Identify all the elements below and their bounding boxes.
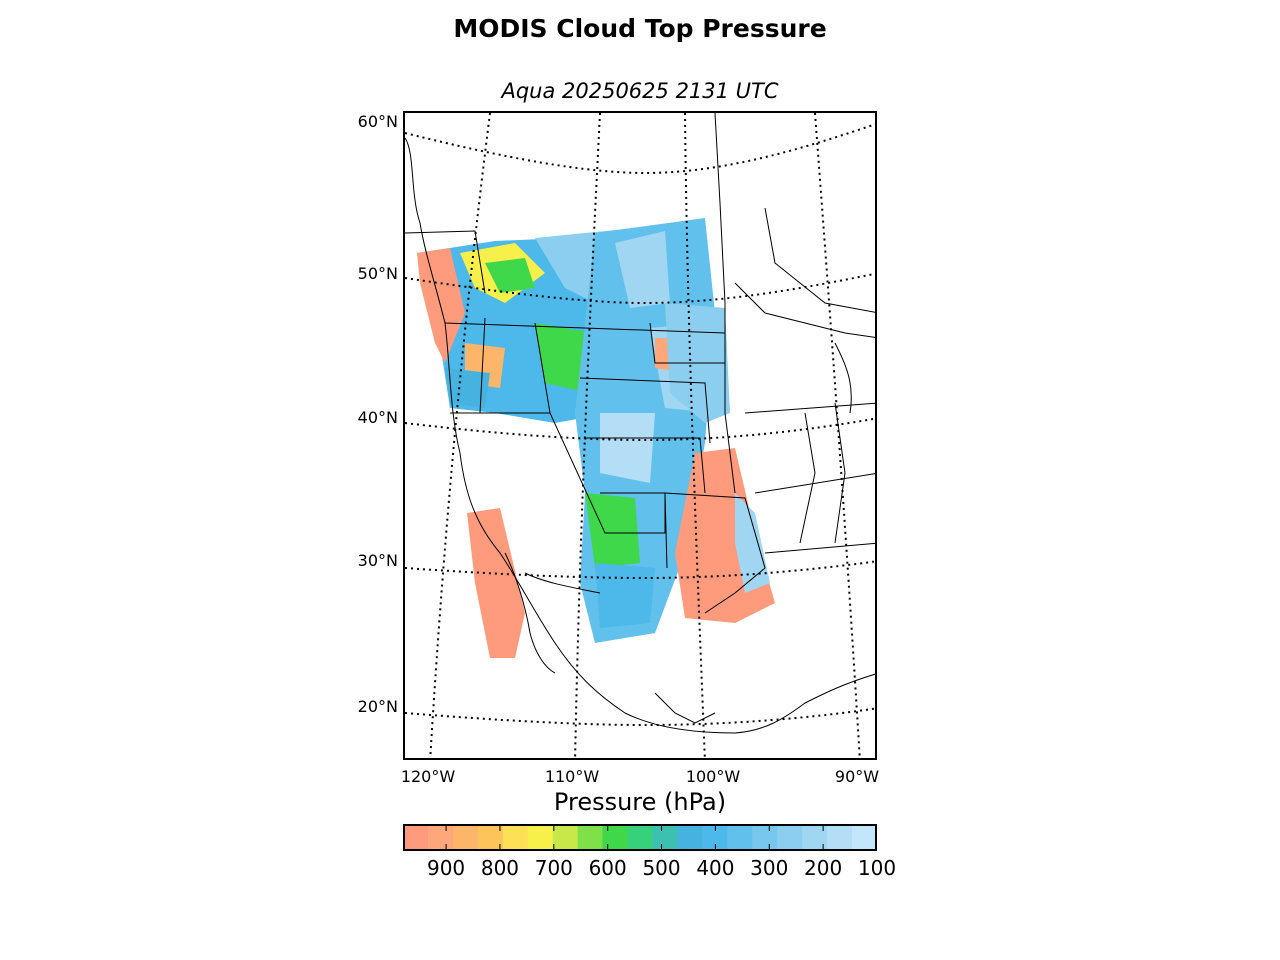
colorbar [403,824,877,851]
coastlines [405,113,875,734]
lon-label-120w: 120°W [400,767,456,786]
lon-label-90w: 90°W [834,767,880,786]
colorbar-cell [802,824,828,851]
map-canvas [405,113,875,758]
colorbar-tick-label: 600 [588,856,627,880]
colorbar-cell [427,824,454,851]
colorbar-cell [552,824,579,851]
colorbar-cell [852,824,877,851]
colorbar-tick-label: 400 [696,856,735,880]
figure-subtitle: Aqua 20250625 2131 UTC [501,79,779,103]
graticule [405,113,875,758]
lon-label-100w: 100°W [685,767,741,786]
colorbar-cell [777,824,803,851]
map-panel [403,111,877,760]
colorbar-cell [677,824,703,851]
cloud-field [417,218,775,658]
colorbar-cell [752,824,778,851]
lat-label-50n: 50°N [357,264,398,283]
lat-label-30n: 30°N [357,551,398,570]
figure-title: MODIS Cloud Top Pressure [453,14,827,43]
colorbar-cell [403,824,429,851]
colorbar-cell [727,824,753,851]
colorbar-cell [627,824,653,851]
colorbar-tick-label: 200 [804,856,843,880]
colorbar-cell [652,824,678,851]
lat-label-60n: 60°N [357,112,398,131]
colorbar-cell [527,824,554,851]
colorbar-cell [577,824,604,851]
colorbar-tick-label: 500 [642,856,681,880]
colorbar-tick-label: 700 [534,856,573,880]
lon-label-110w: 110°W [544,767,600,786]
colorbar-title: Pressure (hPa) [553,788,727,816]
colorbar-tick-label: 800 [480,856,520,880]
lat-label-40n: 40°N [357,408,398,427]
colorbar-tick-label: 300 [750,856,789,880]
colorbar-cell [602,824,629,851]
colorbar-cell [477,824,504,851]
colorbar-tick-label: 100 [857,856,897,880]
lat-label-20n: 20°N [357,697,398,716]
colorbar-cell [452,824,479,851]
colorbar-tick-label: 900 [426,856,466,880]
colorbar-cell [502,824,529,851]
colorbar-cell [827,824,853,851]
